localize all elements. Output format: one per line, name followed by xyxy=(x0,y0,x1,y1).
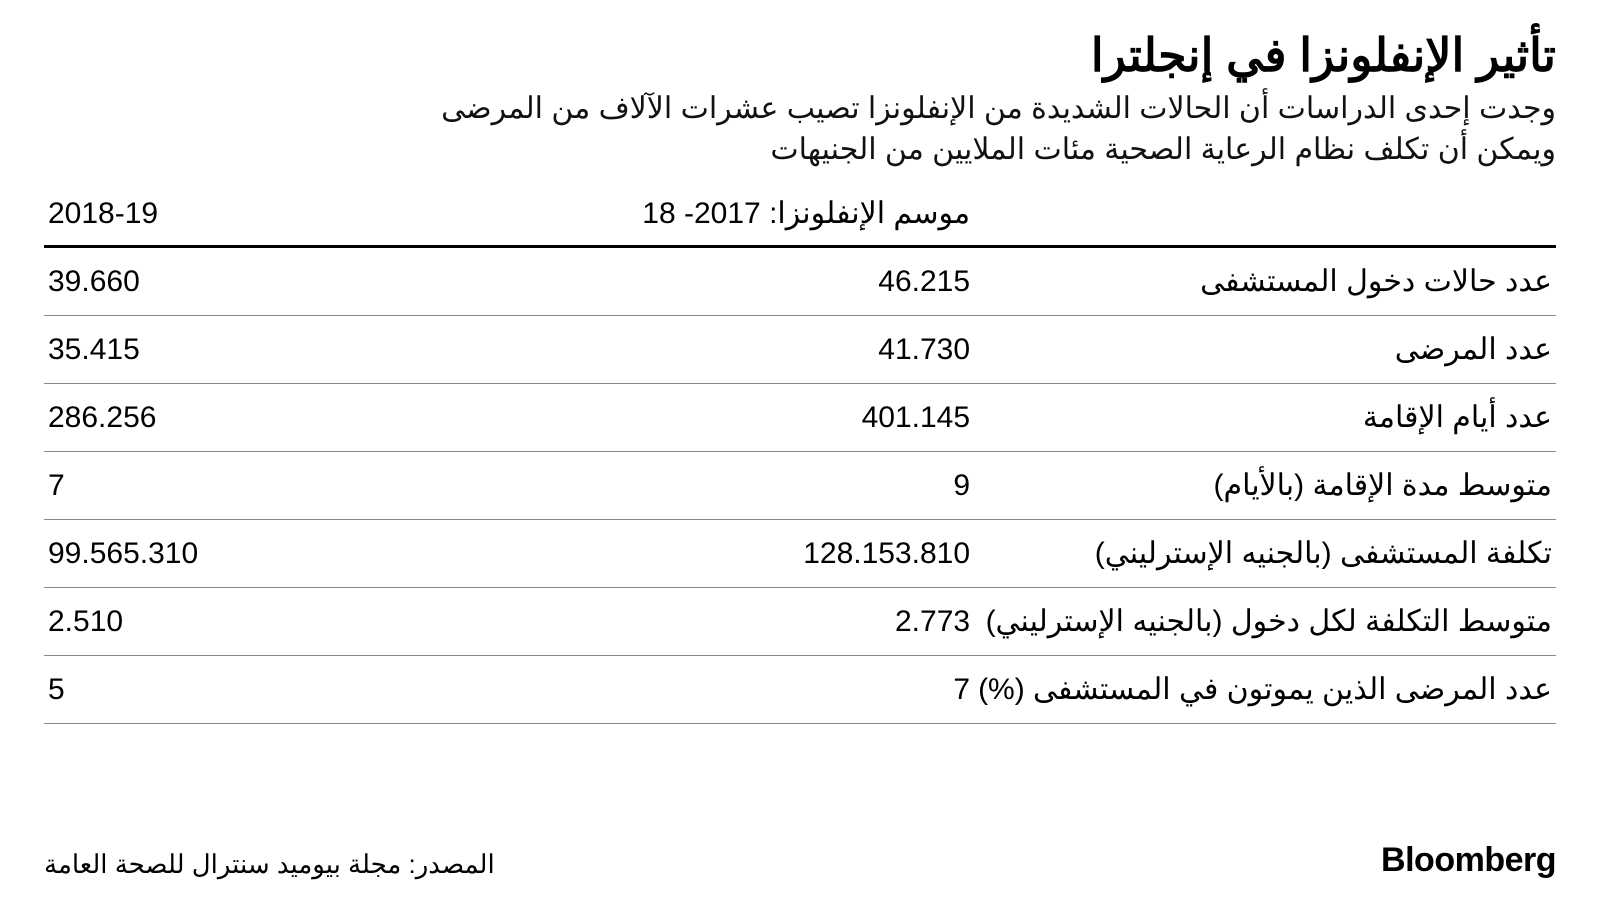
page-title: تأثير الإنفلونزا في إنجلترا xyxy=(44,28,1556,83)
table-row: عدد حالات دخول المستشفى 46.215 39.660 xyxy=(44,247,1556,316)
row-value-s1: 9 xyxy=(509,452,974,520)
row-value-s2: 7 xyxy=(44,452,509,520)
row-label: عدد المرضى الذين يموتون في المستشفى (%) xyxy=(974,656,1556,724)
table-row: عدد المرضى 41.730 35.415 xyxy=(44,316,1556,384)
brand-logo: Bloomberg xyxy=(1381,841,1556,880)
source-text: المصدر: مجلة بيوميد سنترال للصحة العامة xyxy=(44,849,495,880)
row-value-s2: 286.256 xyxy=(44,384,509,452)
table-row: متوسط التكلفة لكل دخول (بالجنيه الإسترلي… xyxy=(44,588,1556,656)
footer: المصدر: مجلة بيوميد سنترال للصحة العامة … xyxy=(44,817,1556,880)
row-value-s2: 39.660 xyxy=(44,247,509,316)
header-season-1: موسم الإنفلونزا: 2017- 18 xyxy=(509,188,974,247)
table-row: عدد المرضى الذين يموتون في المستشفى (%) … xyxy=(44,656,1556,724)
header-season-2: 2018-19 xyxy=(44,188,509,247)
row-value-s1: 401.145 xyxy=(509,384,974,452)
row-label: عدد المرضى xyxy=(974,316,1556,384)
table-row: عدد أيام الإقامة 401.145 286.256 xyxy=(44,384,1556,452)
subtitle-line-1: وجدت إحدى الدراسات أن الحالات الشديدة من… xyxy=(44,89,1556,130)
row-label: عدد أيام الإقامة xyxy=(974,384,1556,452)
row-label: تكلفة المستشفى (بالجنيه الإسترليني) xyxy=(974,520,1556,588)
row-value-s2: 35.415 xyxy=(44,316,509,384)
row-label: عدد حالات دخول المستشفى xyxy=(974,247,1556,316)
table-row: متوسط مدة الإقامة (بالأيام) 9 7 xyxy=(44,452,1556,520)
table-header-row: موسم الإنفلونزا: 2017- 18 2018-19 xyxy=(44,188,1556,247)
row-value-s1: 2.773 xyxy=(509,588,974,656)
row-value-s1: 7 xyxy=(509,656,974,724)
row-value-s2: 5 xyxy=(44,656,509,724)
row-label: متوسط التكلفة لكل دخول (بالجنيه الإسترلي… xyxy=(974,588,1556,656)
row-value-s2: 99.565.310 xyxy=(44,520,509,588)
subtitle: وجدت إحدى الدراسات أن الحالات الشديدة من… xyxy=(44,89,1556,170)
header-empty xyxy=(974,188,1556,247)
table-body: عدد حالات دخول المستشفى 46.215 39.660 عد… xyxy=(44,247,1556,724)
table-row: تكلفة المستشفى (بالجنيه الإسترليني) 128.… xyxy=(44,520,1556,588)
flu-data-table: موسم الإنفلونزا: 2017- 18 2018-19 عدد حا… xyxy=(44,188,1556,724)
row-value-s1: 46.215 xyxy=(509,247,974,316)
subtitle-line-2: ويمكن أن تكلف نظام الرعاية الصحية مئات ا… xyxy=(44,130,1556,171)
row-value-s1: 128.153.810 xyxy=(509,520,974,588)
row-value-s1: 41.730 xyxy=(509,316,974,384)
row-label: متوسط مدة الإقامة (بالأيام) xyxy=(974,452,1556,520)
row-value-s2: 2.510 xyxy=(44,588,509,656)
infographic-container: تأثير الإنفلونزا في إنجلترا وجدت إحدى ال… xyxy=(0,0,1600,900)
